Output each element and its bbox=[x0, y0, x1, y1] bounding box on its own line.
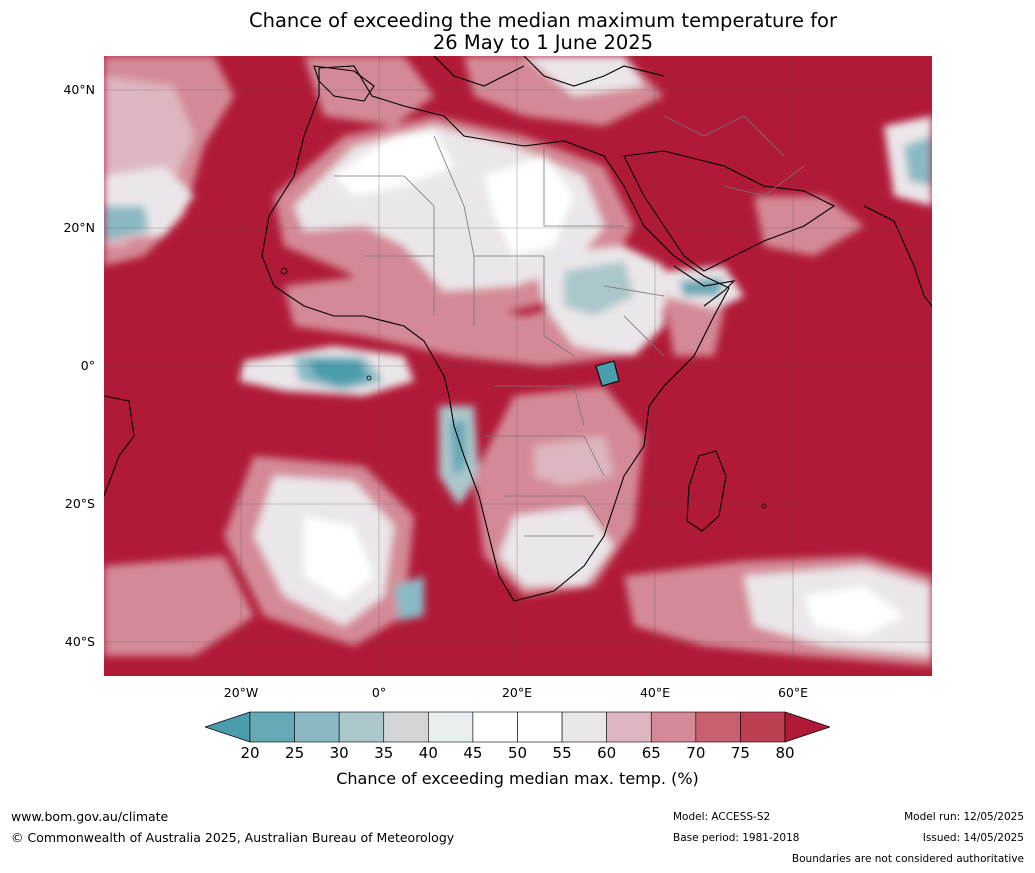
probability-fields bbox=[104, 56, 932, 666]
colorbar-label: Chance of exceeding median max. temp. (%… bbox=[0, 769, 1035, 788]
lon-label-20e: 20°E bbox=[501, 685, 533, 700]
colorbar-tick-label: 55 bbox=[552, 744, 572, 762]
colorbar-cells bbox=[205, 711, 830, 743]
lat-label-20s: 20°S bbox=[64, 496, 95, 511]
footer-issued: Issued: 14/05/2025 bbox=[922, 832, 1024, 844]
colorbar-tick-label: 65 bbox=[641, 744, 661, 762]
colorbar-cell bbox=[472, 711, 518, 743]
colorbar bbox=[205, 711, 830, 743]
colorbar-tick-label: 40 bbox=[418, 744, 438, 762]
footer-website[interactable]: www.bom.gov.au/climate bbox=[11, 809, 169, 824]
colorbar-cell bbox=[383, 711, 429, 743]
coastlines bbox=[104, 56, 932, 602]
forecast-map[interactable] bbox=[104, 56, 932, 676]
colorbar-tick-label: 25 bbox=[285, 744, 305, 762]
colorbar-cell bbox=[294, 711, 340, 743]
colorbar-cell bbox=[517, 711, 563, 743]
colorbar-tick-label: 60 bbox=[597, 744, 617, 762]
colorbar-tick-label: 45 bbox=[463, 744, 483, 762]
footer-copyright: © Commonwealth of Australia 2025, Austra… bbox=[11, 830, 455, 845]
colorbar-cell bbox=[249, 711, 295, 743]
title-line-1: Chance of exceeding the median maximum t… bbox=[248, 9, 838, 32]
colorbar-tick-label: 75 bbox=[730, 744, 750, 762]
lon-label-0: 0° bbox=[371, 685, 387, 700]
colorbar-tick-label: 70 bbox=[686, 744, 706, 762]
map-svg bbox=[104, 56, 932, 676]
chart-title: Chance of exceeding the median maximum t… bbox=[0, 10, 1035, 54]
colorbar-cell bbox=[650, 711, 697, 743]
lon-label-20w: 20°W bbox=[223, 685, 259, 700]
colorbar-tick-label: 30 bbox=[329, 744, 349, 762]
footer-model-run: Model run: 12/05/2025 bbox=[904, 811, 1024, 823]
colorbar-cell bbox=[695, 711, 741, 743]
footer-base-period: Base period: 1981-2018 bbox=[673, 832, 800, 844]
graticule bbox=[104, 56, 932, 676]
title-line-2: 26 May to 1 June 2025 bbox=[432, 31, 654, 54]
lon-label-60e: 60°E bbox=[777, 685, 809, 700]
islands bbox=[280, 267, 767, 509]
footer-disclaimer: Boundaries are not considered authoritat… bbox=[791, 853, 1024, 865]
colorbar-extend-low bbox=[205, 711, 251, 743]
lon-label-40e: 40°E bbox=[639, 685, 671, 700]
colorbar-cell bbox=[740, 711, 786, 743]
colorbar-label-text: Chance of exceeding median max. temp. (%… bbox=[336, 769, 699, 788]
lat-label-0: 0° bbox=[80, 358, 95, 373]
colorbar-cell bbox=[561, 711, 607, 743]
country-borders bbox=[334, 115, 805, 537]
colorbar-cell bbox=[606, 711, 652, 743]
lat-label-20n: 20°N bbox=[63, 220, 95, 235]
colorbar-cell bbox=[428, 711, 474, 743]
colorbar-tick-label: 35 bbox=[374, 744, 394, 762]
colorbar-tick-label: 80 bbox=[775, 744, 795, 762]
lat-label-40s: 40°S bbox=[64, 634, 95, 649]
colorbar-extend-high bbox=[784, 711, 830, 743]
lat-label-40n: 40°N bbox=[63, 82, 95, 97]
colorbar-tick-label: 20 bbox=[240, 744, 260, 762]
footer-model: Model: ACCESS-S2 bbox=[673, 811, 771, 823]
colorbar-cell bbox=[338, 711, 385, 743]
colorbar-tick-label: 50 bbox=[507, 744, 528, 762]
